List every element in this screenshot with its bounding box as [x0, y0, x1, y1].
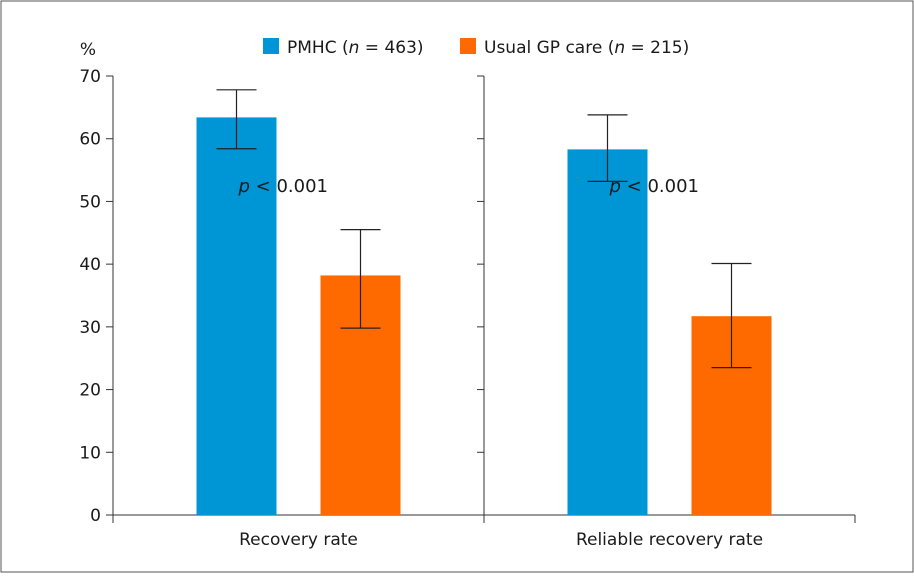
legend-swatch-1	[460, 38, 476, 54]
bar-0-0	[196, 117, 277, 516]
legend-label-part: n	[614, 38, 625, 58]
p-value-italic: p	[238, 176, 250, 197]
y-axis-label: %	[80, 40, 96, 60]
error-bars	[216, 89, 752, 369]
legend-label-part: = 463)	[359, 38, 423, 58]
y-tick-label: 10	[79, 443, 101, 463]
legend-label-part: = 215)	[625, 38, 689, 58]
y-tick-label: 30	[79, 318, 101, 338]
legend-label-part: Usual GP care (	[484, 38, 614, 58]
p-value-italic: p	[609, 176, 621, 197]
legend: PMHC (n = 463) Usual GP care (n = 215)	[263, 38, 689, 58]
y-tick-label: 0	[90, 506, 101, 526]
p-value-text: < 0.001	[250, 176, 328, 197]
y-tick-label: 50	[79, 192, 101, 212]
y-tick-label: 70	[79, 67, 101, 87]
y-tick-label: 20	[79, 381, 101, 401]
p-value-annotation: p < 0.001	[238, 176, 329, 197]
p-value-annotation: p < 0.001	[609, 176, 700, 197]
labels: 0 10 20 30 40 50 60 70% Recovery rate Reliable re…	[79, 40, 763, 550]
x-category-label: Reliable recovery rate	[576, 530, 763, 550]
p-value-text: < 0.001	[621, 176, 699, 197]
bar-1-0	[567, 149, 648, 515]
legend-label-1: Usual GP care (n = 215)	[484, 38, 689, 58]
legend-swatch-0	[263, 38, 279, 54]
legend-label-0: PMHC (n = 463)	[287, 38, 424, 58]
y-tick-label: 40	[79, 255, 101, 275]
legend-label-part: PMHC (	[287, 38, 349, 58]
legend-label-part: n	[349, 38, 360, 58]
x-category-label: Recovery rate	[239, 530, 358, 550]
y-tick-label: 60	[79, 130, 101, 150]
